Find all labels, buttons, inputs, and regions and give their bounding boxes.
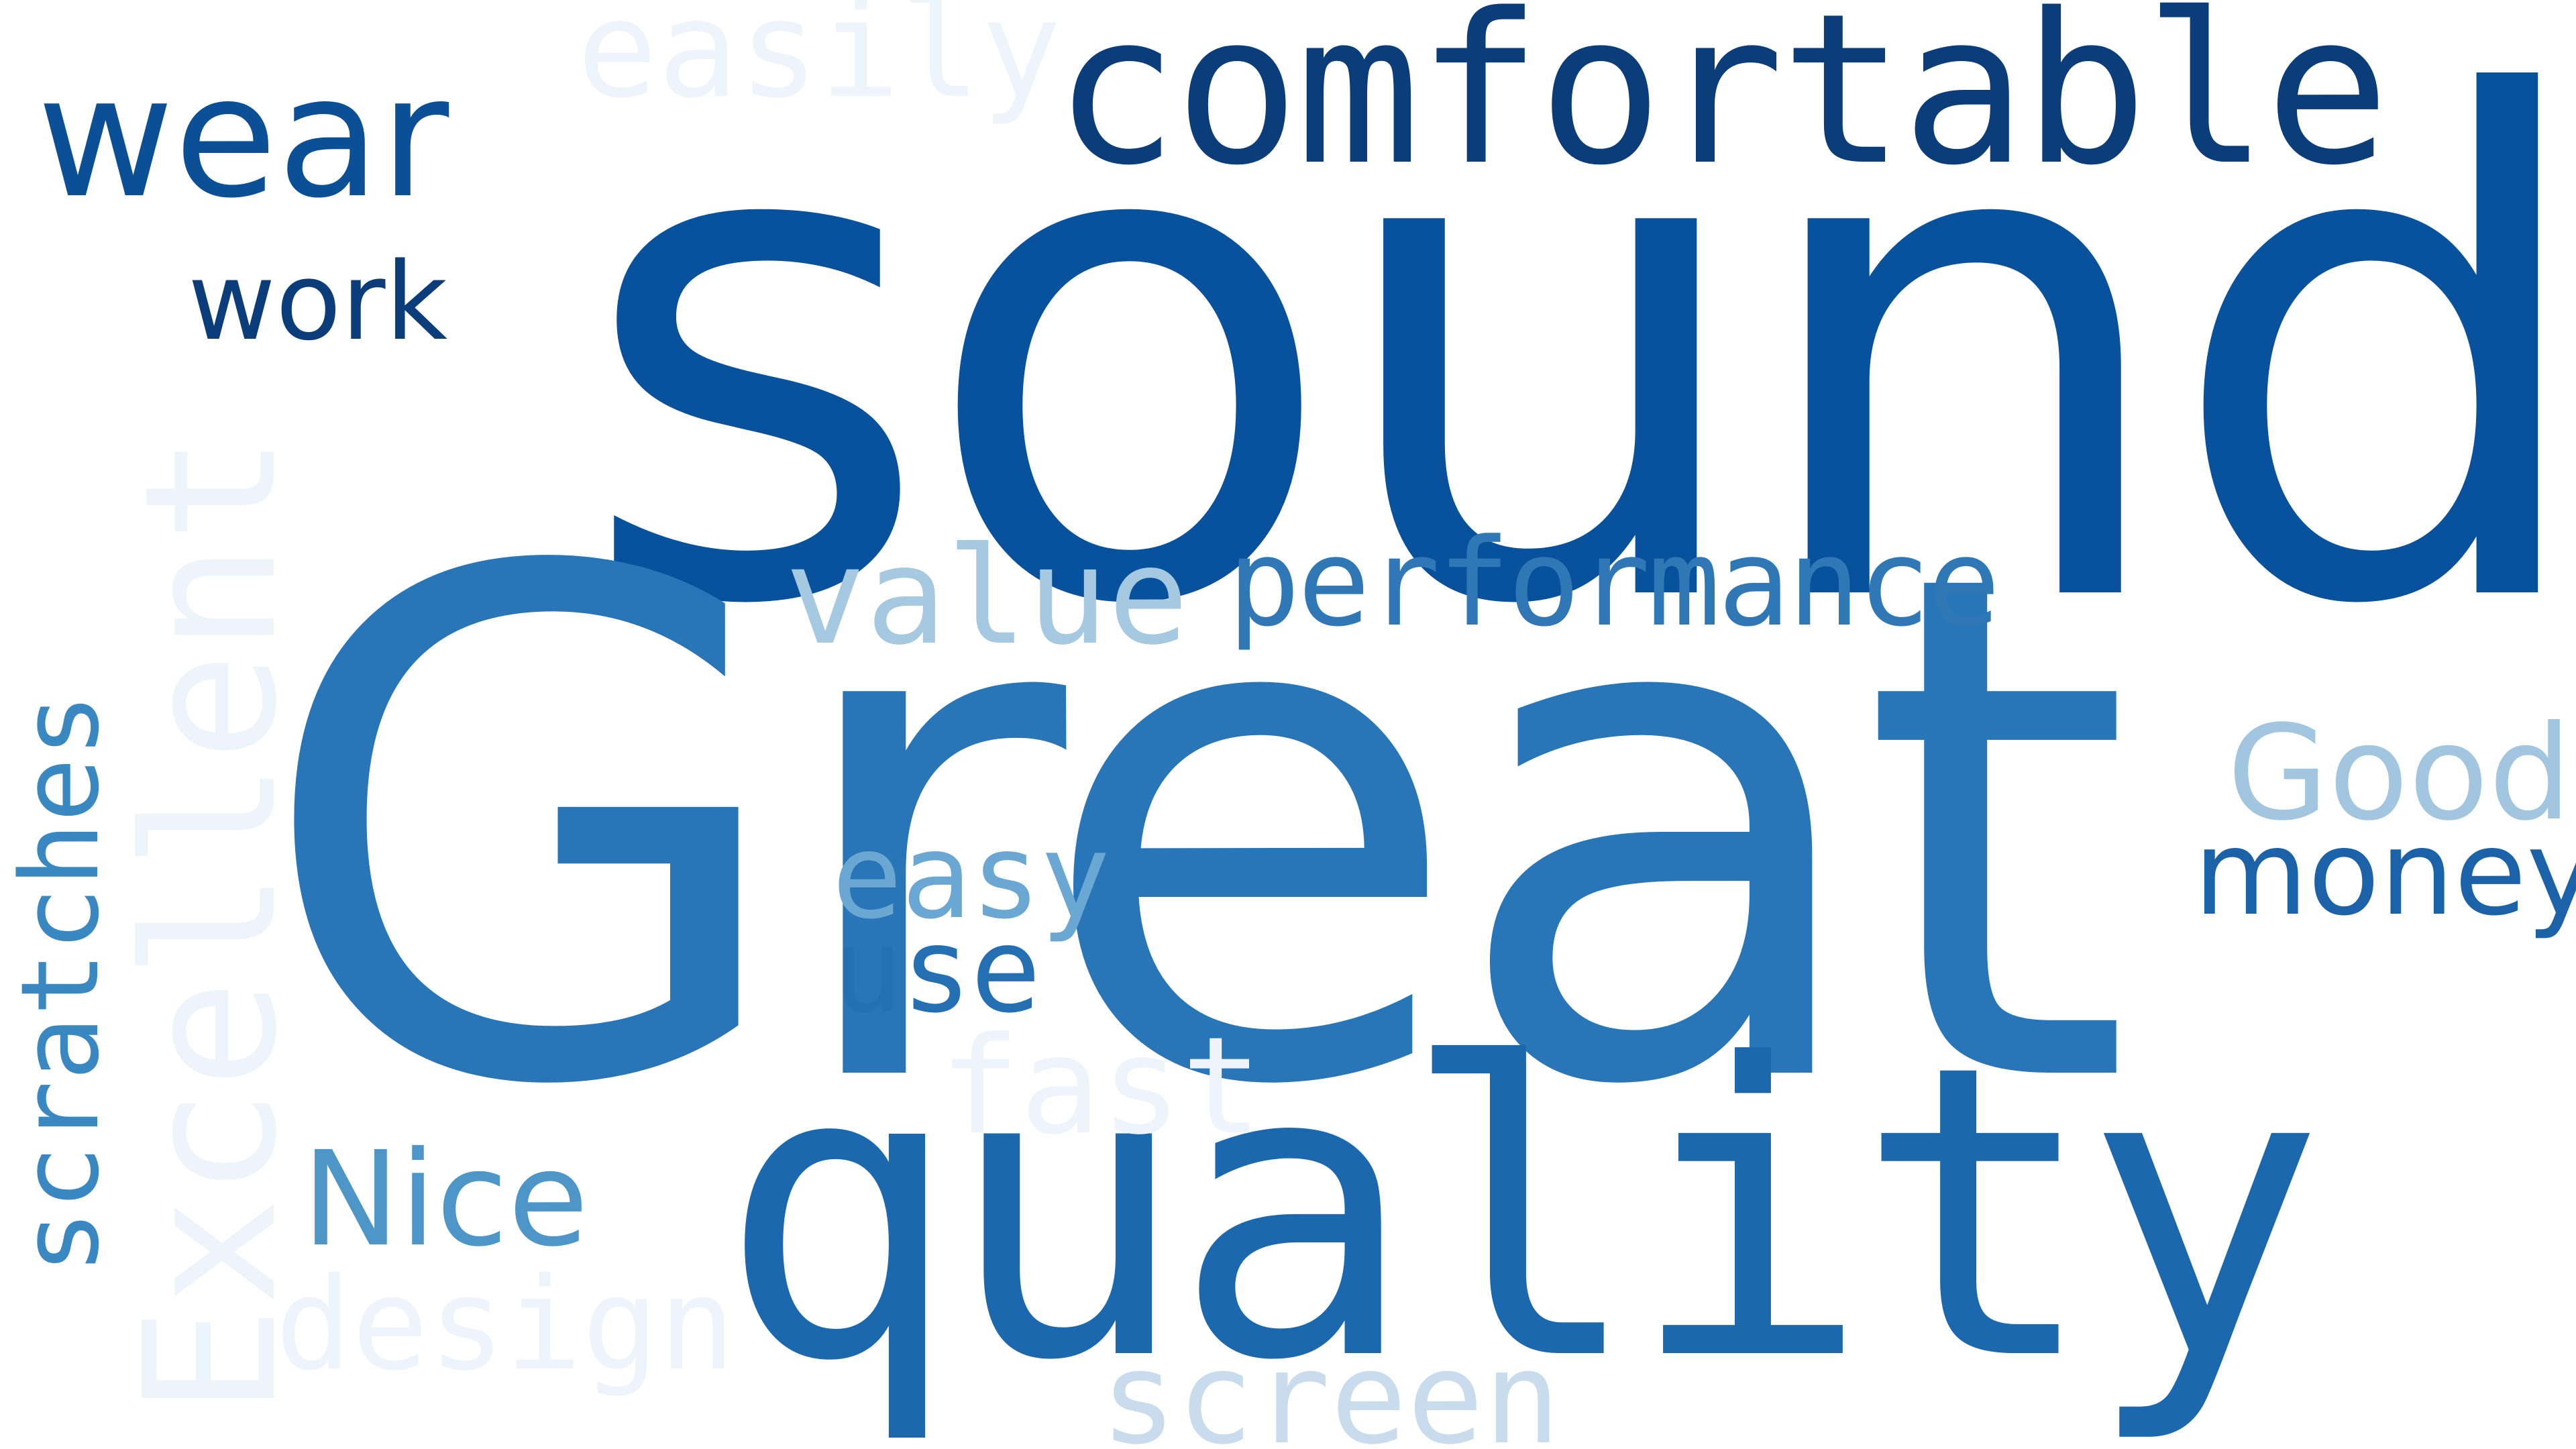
word-performance: performance [1228,513,2000,653]
word-great: Great [255,426,2133,1238]
word-work: work [188,239,448,364]
word-easily: easily [577,0,1062,128]
word-easy: easy [832,809,1110,945]
word-fast: fast [939,1008,1263,1165]
word-quality: quality [718,979,2326,1448]
word-sound: sound [577,0,2576,754]
word-scratches: scratches [0,693,123,1275]
word-money: money [2194,806,2576,942]
word-design: design [275,1250,736,1399]
word-screen: screen [1100,1324,1561,1449]
word-nice: Nice [302,1123,589,1275]
word-comfortable: comfortable [1053,0,2390,211]
word-use: use [832,903,1041,1039]
word-good: Good [2227,697,2572,849]
word-wear: wear [37,40,449,235]
word-value: value [785,519,1189,675]
